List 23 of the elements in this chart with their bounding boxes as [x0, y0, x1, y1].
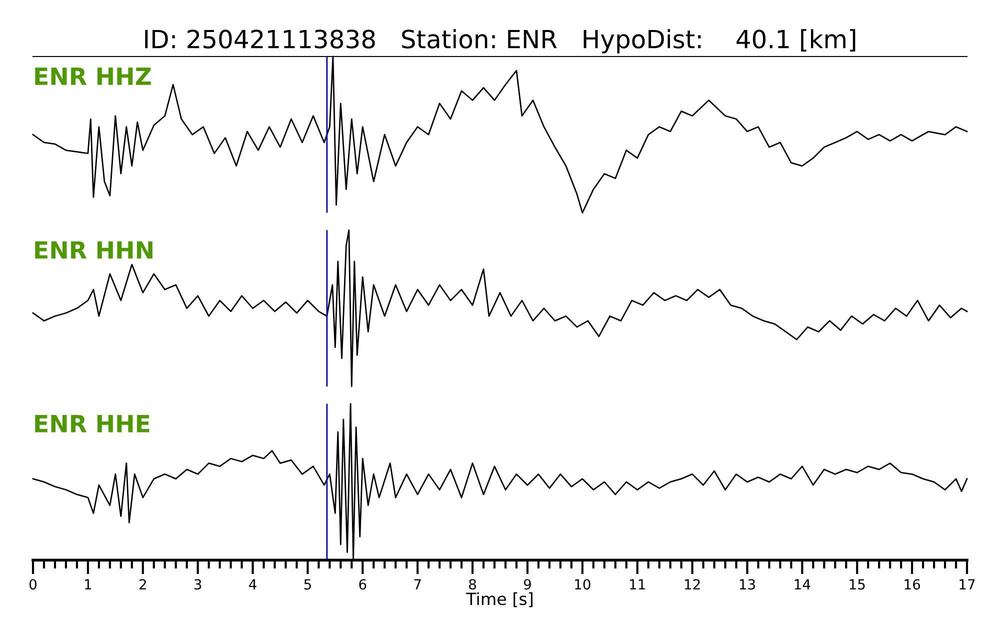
x-tick-label: 2	[139, 579, 146, 590]
x-tick-label: 3	[194, 579, 202, 590]
x-tick-label: 4	[249, 579, 256, 590]
x-tick-label: 8	[469, 579, 476, 590]
x-tick-label: 10	[575, 579, 590, 590]
x-tick-label: 7	[414, 579, 421, 590]
x-tick-label: 9	[524, 579, 531, 590]
chart-title: ID: 250421113838 Station: ENR HypoDist: 40.1 [km]	[145, 29, 856, 54]
x-tick-label: 14	[794, 579, 810, 590]
x-tick-label: 12	[684, 579, 700, 590]
x-tick-label: 5	[304, 579, 311, 590]
x-tick-label: 15	[850, 579, 865, 590]
annotation: ENR HHZ	[35, 68, 151, 85]
x-tick-label: 17	[960, 579, 975, 590]
x-tick-label: 6	[359, 579, 366, 590]
x-tick-label: 13	[740, 579, 755, 590]
x-tick-label: 0	[29, 579, 36, 590]
x-tick-label: 16	[904, 579, 920, 590]
x-tick-label: 11	[630, 579, 645, 590]
x-axis-title: Time [s]	[466, 592, 532, 608]
annotation: ENR HHN	[35, 241, 152, 259]
x-tick-label: 1	[85, 579, 92, 590]
annotation: ENR HHE	[35, 414, 150, 432]
